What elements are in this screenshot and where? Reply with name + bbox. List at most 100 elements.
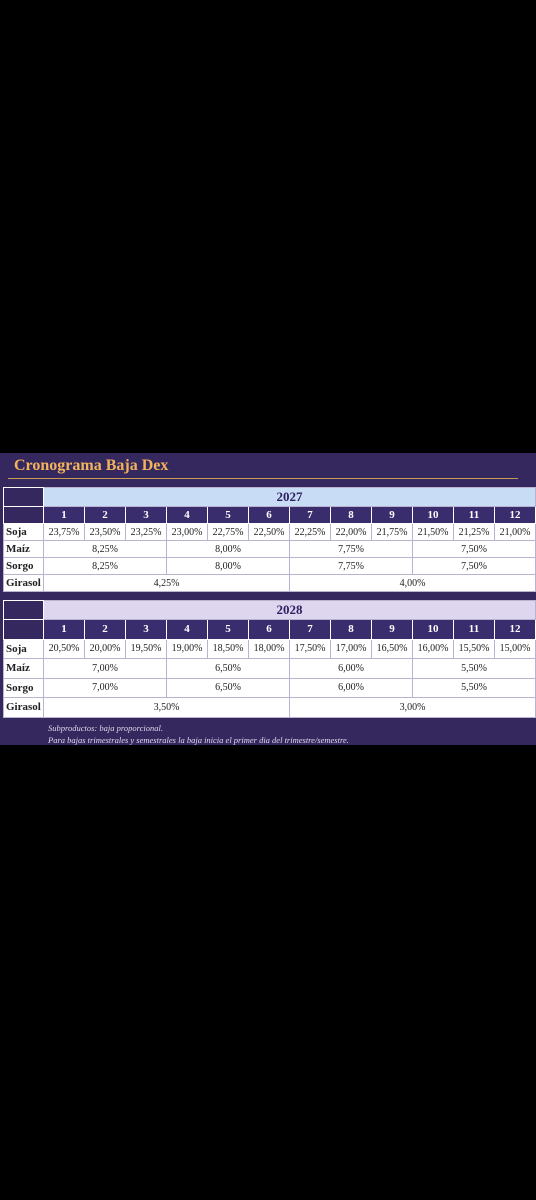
month-cell: 4 — [166, 506, 208, 524]
crop-label: Soja — [3, 638, 44, 659]
crop-row: Maíz 7,00% 6,50% 6,00% 5,50% — [3, 658, 536, 679]
month-cell: 4 — [166, 619, 208, 640]
rate-cell: 8,00% — [166, 557, 290, 575]
month-cell: 1 — [43, 619, 85, 640]
month-cell: 6 — [248, 506, 290, 524]
corner-cell — [3, 487, 44, 507]
rate-cell: 6,50% — [166, 658, 290, 679]
month-cell: 10 — [412, 506, 454, 524]
rate-cell: 4,00% — [289, 574, 536, 592]
rate-cell: 20,00% — [84, 638, 126, 659]
month-row: 1 2 3 4 5 6 7 8 9 10 11 12 — [3, 506, 536, 524]
rate-cell: 7,75% — [289, 540, 413, 558]
rate-cell: 23,75% — [43, 523, 85, 541]
rate-cell: 23,50% — [84, 523, 126, 541]
rate-cell: 7,50% — [412, 540, 536, 558]
crop-label: Girasol — [3, 697, 44, 718]
month-cell: 10 — [412, 619, 454, 640]
rate-cell: 8,25% — [43, 557, 167, 575]
rate-cell: 5,50% — [412, 658, 536, 679]
rate-cell: 22,00% — [330, 523, 372, 541]
note-line: Subproductos: baja proporcional. — [48, 723, 163, 733]
crop-label: Maíz — [3, 658, 44, 679]
month-cell: 6 — [248, 619, 290, 640]
note-line: Para bajas trimestrales y semestrales la… — [48, 735, 349, 745]
rate-cell: 21,50% — [412, 523, 454, 541]
year-row: 2028 — [3, 600, 536, 620]
rate-cell: 18,00% — [248, 638, 290, 659]
month-cell: 3 — [125, 506, 167, 524]
rate-cell: 17,50% — [289, 638, 331, 659]
month-cell: 7 — [289, 506, 331, 524]
corner-cell — [3, 600, 44, 620]
rate-cell: 6,50% — [166, 677, 290, 698]
rate-cell: 7,00% — [43, 658, 167, 679]
crop-row: Girasol 3,50% 3,00% — [3, 697, 536, 718]
rate-cell: 23,25% — [125, 523, 167, 541]
corner-cell — [3, 506, 44, 524]
month-cell: 1 — [43, 506, 85, 524]
crop-label: Sorgo — [3, 557, 44, 575]
month-cell: 7 — [289, 619, 331, 640]
rate-cell: 15,50% — [453, 638, 495, 659]
schedule-panel: Cronograma Baja Dex Subproductos: baja p… — [0, 453, 536, 745]
rate-cell: 7,75% — [289, 557, 413, 575]
rate-cell: 15,00% — [494, 638, 536, 659]
rate-cell: 5,50% — [412, 677, 536, 698]
rate-cell: 6,00% — [289, 658, 413, 679]
rate-cell: 4,25% — [43, 574, 290, 592]
rate-cell: 3,00% — [289, 697, 536, 718]
rate-cell: 7,50% — [412, 557, 536, 575]
month-cell: 5 — [207, 619, 249, 640]
rate-cell: 3,50% — [43, 697, 290, 718]
rate-cell: 22,25% — [289, 523, 331, 541]
crop-row: Sorgo 7,00% 6,50% 6,00% 5,50% — [3, 677, 536, 698]
month-cell: 12 — [494, 506, 536, 524]
month-cell: 11 — [453, 506, 495, 524]
crop-row: Soja 20,50% 20,00% 19,50% 19,00% 18,50% 18,00%… — [3, 638, 536, 659]
month-cell: 9 — [371, 619, 413, 640]
month-cell: 11 — [453, 619, 495, 640]
rate-cell: 6,00% — [289, 677, 413, 698]
rate-cell: 21,25% — [453, 523, 495, 541]
crop-row: Maíz 8,25% 8,00% 7,75% 7,50% — [3, 540, 536, 558]
month-cell: 8 — [330, 506, 372, 524]
month-cell: 5 — [207, 506, 249, 524]
year-row: 2027 — [3, 487, 536, 507]
crop-label: Sorgo — [3, 677, 44, 698]
rate-cell: 20,50% — [43, 638, 85, 659]
rate-cell: 23,00% — [166, 523, 208, 541]
rate-cell: 21,75% — [371, 523, 413, 541]
rate-cell: 19,00% — [166, 638, 208, 659]
crop-label: Soja — [3, 523, 44, 541]
year-cell: 2028 — [43, 600, 536, 620]
crop-row: Soja 23,75% 23,50% 23,25% 23,00% 22,75% 22,50%… — [3, 523, 536, 541]
schedule-table: 2027 1 2 3 4 5 6 7 8 9 10 11 12 Soja 23,75% 23,50% 23,25… — [3, 487, 536, 592]
month-cell: 3 — [125, 619, 167, 640]
month-cell: 2 — [84, 619, 126, 640]
rate-cell: 21,00% — [494, 523, 536, 541]
month-cell: 8 — [330, 619, 372, 640]
corner-cell — [3, 619, 44, 640]
month-cell: 2 — [84, 506, 126, 524]
month-cell: 12 — [494, 619, 536, 640]
rate-cell: 22,75% — [207, 523, 249, 541]
crop-row: Girasol 4,25% 4,00% — [3, 574, 536, 592]
crop-label: Maíz — [3, 540, 44, 558]
crop-row: Sorgo 8,25% 8,00% 7,75% 7,50% — [3, 557, 536, 575]
crop-label: Girasol — [3, 574, 44, 592]
notes: Subproductos: baja proporcional. Para baj… — [48, 722, 349, 746]
rate-cell: 7,00% — [43, 677, 167, 698]
year-cell: 2027 — [43, 487, 536, 507]
rate-cell: 16,00% — [412, 638, 454, 659]
rate-cell: 8,25% — [43, 540, 167, 558]
rate-cell: 17,00% — [330, 638, 372, 659]
rate-cell: 19,50% — [125, 638, 167, 659]
rate-cell: 22,50% — [248, 523, 290, 541]
title: Cronograma Baja Dex — [14, 457, 169, 474]
rate-cell: 18,50% — [207, 638, 249, 659]
rate-cell: 8,00% — [166, 540, 290, 558]
title-rule — [8, 478, 518, 479]
month-cell: 9 — [371, 506, 413, 524]
